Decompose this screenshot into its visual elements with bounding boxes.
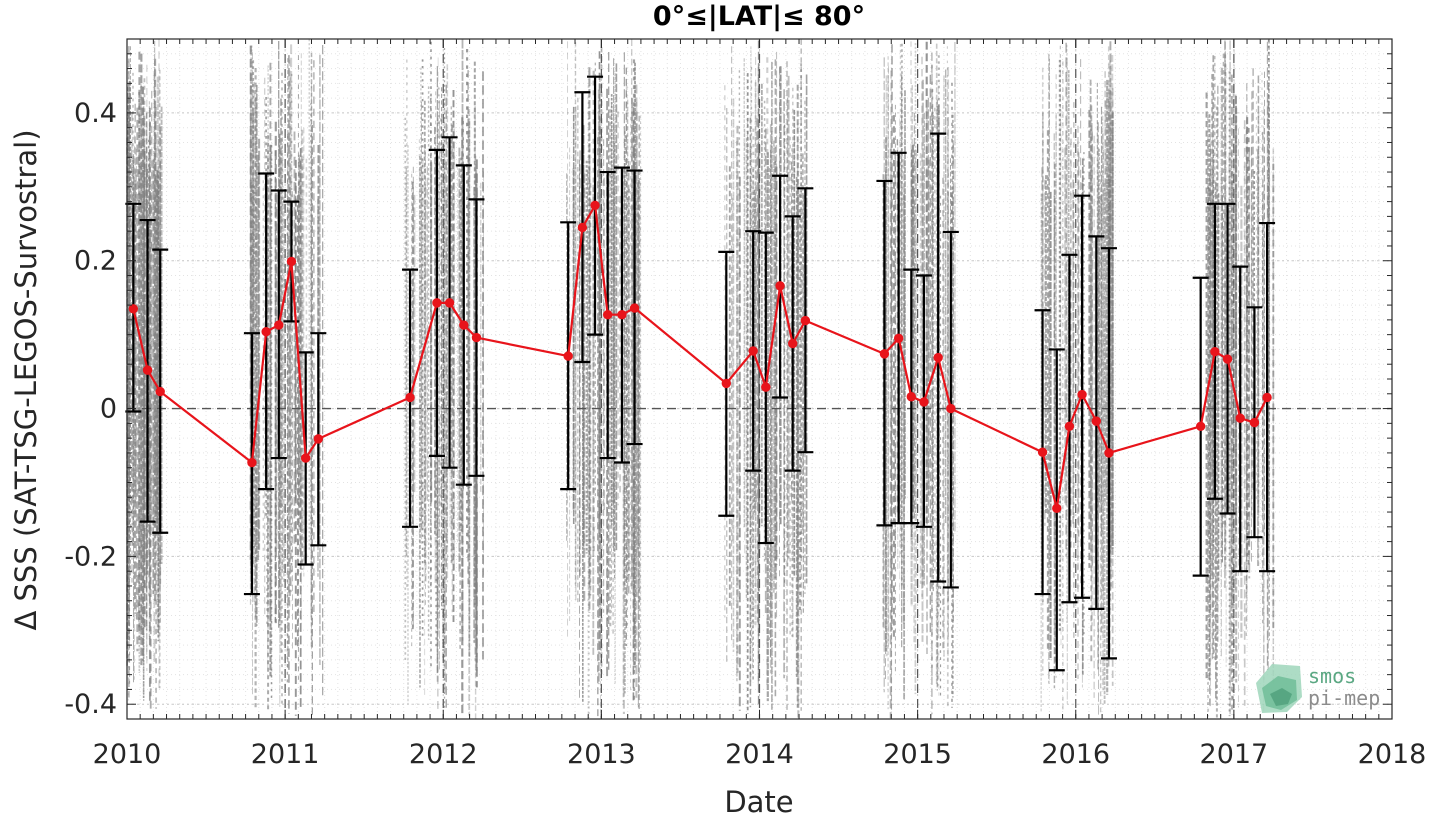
y-tick-label: -0.2 — [64, 541, 117, 572]
data-point — [432, 298, 442, 308]
y-tick-label: 0 — [100, 394, 117, 425]
data-point — [471, 332, 482, 343]
data-point — [1222, 354, 1233, 364]
y-tick-label: 0.4 — [74, 98, 117, 129]
data-point — [1037, 447, 1048, 457]
data-point — [893, 333, 904, 344]
data-point — [1104, 448, 1114, 458]
tick-labels: 2010 2011 2012 2013 2014 2015 2016 2017 2018 -0.4… — [64, 98, 1426, 770]
x-axis-label: Date — [724, 785, 793, 818]
data-point — [788, 338, 798, 349]
data-point — [879, 349, 890, 359]
data-point — [775, 281, 785, 291]
x-tick-label: 2015 — [883, 739, 952, 770]
data-point — [629, 303, 640, 313]
data-point — [286, 256, 297, 267]
data-point — [906, 392, 916, 402]
x-tick-label: 2011 — [251, 739, 320, 770]
data-point — [1052, 503, 1062, 514]
x-tick-label: 2013 — [567, 739, 636, 770]
x-tick-label: 2010 — [93, 739, 162, 770]
data-point — [405, 392, 415, 403]
data-point — [1091, 416, 1102, 426]
chart-title: 0°≤|LAT|≤ 80° — [653, 1, 865, 32]
mean-line — [128, 200, 1272, 514]
y-tick-label: 0.2 — [74, 246, 117, 277]
data-point — [142, 365, 153, 375]
data-point — [603, 309, 613, 320]
data-point — [721, 378, 731, 389]
data-point — [1077, 389, 1087, 400]
x-tick-label: 2012 — [409, 739, 478, 770]
data-point — [800, 315, 811, 326]
x-tick-label: 2016 — [1041, 739, 1110, 770]
data-point — [563, 351, 573, 361]
data-point — [247, 457, 257, 468]
data-point — [1064, 421, 1075, 432]
logo-text-smos: smos — [1308, 664, 1356, 688]
y-axis-label: Δ SSS (SAT-TSG-LEGOS-Survostral) — [9, 129, 43, 630]
smos-logo-icon — [1256, 664, 1302, 713]
x-tick-label: 2017 — [1200, 739, 1269, 770]
data-point — [1262, 392, 1272, 403]
smos-logo: smos pi-mep — [1256, 664, 1380, 713]
data-point — [155, 386, 165, 397]
zero-line-group — [127, 39, 1392, 719]
data-point — [261, 326, 271, 337]
x-tick-label: 2018 — [1358, 739, 1427, 770]
data-point — [748, 346, 758, 356]
axes — [126, 38, 1393, 720]
y-tick-label: -0.4 — [64, 689, 117, 720]
x-tick-label: 2014 — [725, 739, 794, 770]
data-point — [577, 222, 588, 233]
data-point — [1210, 346, 1220, 357]
logo-text-pi-mep: pi-mep — [1308, 686, 1380, 710]
data-point — [313, 434, 324, 444]
data-point — [300, 453, 311, 463]
data-point — [274, 320, 284, 330]
data-point — [590, 200, 600, 211]
data-point — [1235, 413, 1245, 423]
data-point — [128, 304, 139, 314]
data-point — [761, 382, 771, 392]
data-point — [933, 352, 943, 363]
data-point — [617, 309, 627, 320]
data-point — [459, 320, 469, 330]
data-point — [919, 397, 929, 407]
data-point — [444, 298, 455, 308]
data-point — [1195, 421, 1206, 432]
data-point — [1249, 417, 1260, 428]
data-point — [946, 403, 956, 414]
